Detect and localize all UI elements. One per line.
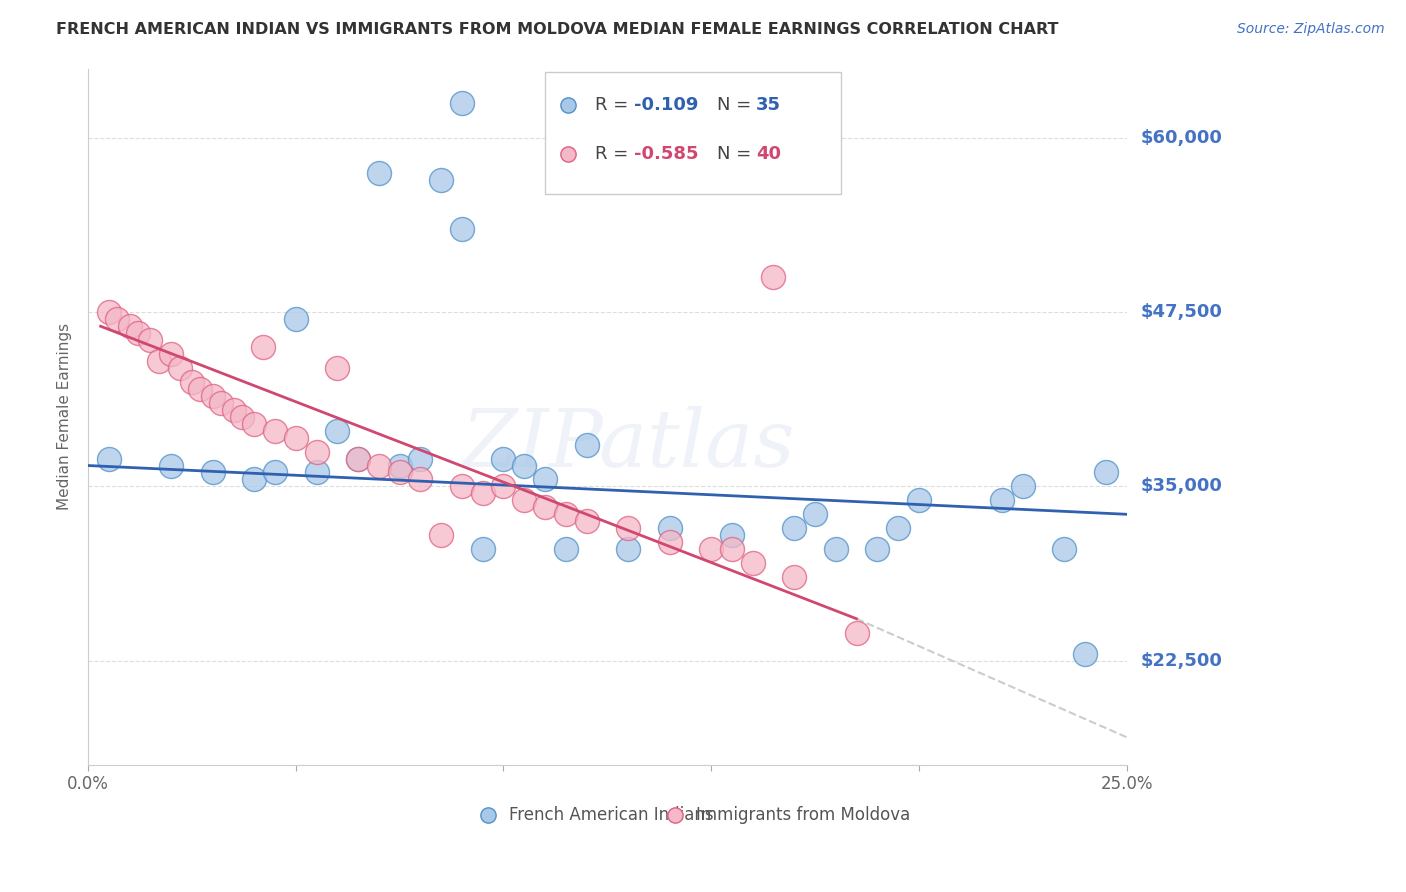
- Point: [513, 458, 536, 473]
- Point: [575, 514, 598, 528]
- Point: [617, 521, 640, 535]
- Text: 40: 40: [756, 145, 780, 163]
- Point: [97, 305, 120, 319]
- Point: [762, 270, 785, 285]
- Point: [658, 521, 681, 535]
- Point: [201, 389, 224, 403]
- Point: [700, 542, 723, 557]
- Point: [347, 451, 370, 466]
- Point: [783, 521, 806, 535]
- Point: [575, 437, 598, 451]
- Point: [243, 473, 266, 487]
- Point: [367, 166, 389, 180]
- Point: [492, 479, 515, 493]
- Point: [1074, 647, 1097, 661]
- Point: [264, 424, 287, 438]
- Text: FRENCH AMERICAN INDIAN VS IMMIGRANTS FROM MOLDOVA MEDIAN FEMALE EARNINGS CORRELA: FRENCH AMERICAN INDIAN VS IMMIGRANTS FRO…: [56, 22, 1059, 37]
- Point: [741, 556, 763, 570]
- Point: [148, 354, 170, 368]
- Point: [326, 361, 349, 376]
- Point: [139, 333, 162, 347]
- Point: [97, 451, 120, 466]
- Point: [451, 221, 474, 235]
- Point: [721, 542, 744, 557]
- Point: [430, 173, 453, 187]
- Point: [492, 451, 515, 466]
- Text: $22,500: $22,500: [1140, 651, 1222, 670]
- Point: [1053, 542, 1076, 557]
- Point: [243, 417, 266, 431]
- Text: 35: 35: [756, 96, 780, 114]
- Point: [845, 625, 868, 640]
- Point: [908, 493, 931, 508]
- Point: [367, 458, 389, 473]
- Point: [471, 486, 494, 500]
- Text: -0.585: -0.585: [634, 145, 699, 163]
- Point: [554, 508, 576, 522]
- Point: [1094, 466, 1116, 480]
- Point: [534, 500, 557, 515]
- Point: [866, 542, 889, 557]
- Point: [188, 382, 211, 396]
- Text: Source: ZipAtlas.com: Source: ZipAtlas.com: [1237, 22, 1385, 37]
- Y-axis label: Median Female Earnings: Median Female Earnings: [58, 323, 72, 510]
- Point: [513, 493, 536, 508]
- Point: [326, 424, 349, 438]
- Text: $60,000: $60,000: [1140, 129, 1222, 147]
- Point: [409, 451, 432, 466]
- Point: [451, 479, 474, 493]
- Text: ZIPatlas: ZIPatlas: [461, 406, 794, 483]
- Point: [887, 521, 910, 535]
- Point: [127, 326, 149, 341]
- Text: R =: R =: [595, 145, 634, 163]
- Point: [409, 473, 432, 487]
- Point: [284, 312, 307, 326]
- Point: [658, 535, 681, 549]
- Point: [305, 466, 328, 480]
- Text: $47,500: $47,500: [1140, 303, 1222, 321]
- Text: N =: N =: [717, 145, 758, 163]
- Text: N =: N =: [717, 96, 758, 114]
- Text: R =: R =: [595, 96, 634, 114]
- Point: [305, 444, 328, 458]
- Point: [181, 375, 204, 389]
- Point: [783, 570, 806, 584]
- Point: [252, 340, 274, 354]
- Point: [160, 458, 183, 473]
- Point: [554, 542, 576, 557]
- Point: [388, 458, 411, 473]
- Text: $35,000: $35,000: [1140, 477, 1222, 495]
- Point: [231, 409, 253, 424]
- Point: [105, 312, 128, 326]
- Point: [347, 451, 370, 466]
- Point: [991, 493, 1014, 508]
- Text: Immigrants from Moldova: Immigrants from Moldova: [696, 806, 910, 824]
- Point: [169, 361, 191, 376]
- Text: French American Indians: French American Indians: [509, 806, 713, 824]
- Point: [721, 528, 744, 542]
- Point: [284, 431, 307, 445]
- Point: [201, 466, 224, 480]
- Point: [617, 542, 640, 557]
- Point: [160, 347, 183, 361]
- Point: [118, 319, 141, 334]
- Point: [209, 396, 232, 410]
- Point: [824, 542, 846, 557]
- Point: [451, 96, 474, 111]
- Point: [264, 466, 287, 480]
- Point: [534, 473, 557, 487]
- Point: [430, 528, 453, 542]
- Point: [388, 466, 411, 480]
- Text: -0.109: -0.109: [634, 96, 699, 114]
- Point: [804, 508, 827, 522]
- Bar: [546, 72, 841, 194]
- Point: [1011, 479, 1033, 493]
- Point: [471, 542, 494, 557]
- Point: [222, 402, 245, 417]
